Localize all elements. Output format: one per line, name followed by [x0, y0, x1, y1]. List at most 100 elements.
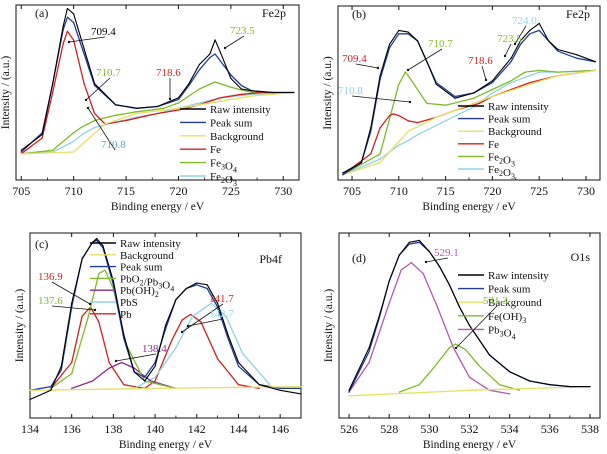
text-span: 3: [500, 329, 504, 338]
data-point: [156, 105, 159, 108]
data-point: [300, 387, 302, 389]
data-point: [370, 127, 372, 129]
series-group: [348, 239, 591, 397]
series-line-raw-intensity: [348, 239, 590, 391]
text-span: 3: [511, 159, 515, 168]
series-line-pbs: [133, 302, 271, 389]
data-point: [102, 245, 104, 247]
element-label: Pb4f: [259, 252, 282, 266]
data-point: [418, 239, 420, 241]
data-point: [478, 102, 480, 104]
x-tick-label: 536: [541, 422, 559, 436]
data-point: [408, 243, 410, 245]
annotation-arrow: [51, 305, 96, 311]
peak-label: 136.9: [38, 271, 63, 283]
text-span: intensity: [143, 238, 181, 250]
x-tick-label: 725: [530, 184, 548, 198]
data-point: [94, 112, 96, 115]
annotation-arrowhead: [376, 66, 380, 70]
data-point: [60, 369, 62, 371]
annotation-arrowhead: [93, 308, 97, 312]
data-point: [348, 395, 350, 397]
data-point: [368, 347, 370, 349]
peak-label: 710.7: [428, 38, 453, 50]
data-point: [342, 174, 344, 176]
legend-entry: Fe2O3: [488, 164, 515, 181]
text-span: 2: [499, 156, 503, 165]
data-point: [538, 22, 540, 24]
text-span: 2: [499, 169, 503, 178]
data-point: [237, 365, 240, 367]
data-point: [83, 83, 85, 85]
data-point: [300, 393, 302, 395]
data-point: [392, 113, 394, 115]
text-span: Background: [488, 126, 542, 138]
annotation-arrowhead: [84, 98, 88, 102]
x-tick-label: 528: [380, 422, 398, 436]
data-point: [71, 302, 73, 304]
plot-frame: [15, 4, 300, 181]
legend-entry: Background: [488, 126, 542, 138]
data-point: [66, 30, 68, 32]
data-point: [557, 75, 559, 77]
text-span: O: [225, 161, 233, 173]
legend-entry: Fe(OH)3: [488, 311, 526, 325]
data-point: [529, 380, 531, 382]
text-span: PbS: [120, 297, 138, 309]
data-point: [379, 127, 381, 129]
data-point: [52, 91, 54, 94]
data-point: [164, 328, 167, 330]
data-point: [370, 153, 372, 155]
data-point: [448, 347, 450, 349]
text-span: 2: [221, 176, 225, 185]
data-point: [198, 102, 200, 104]
legend-entry: Fe3O4: [210, 158, 237, 175]
data-point: [156, 112, 159, 115]
x-axis-title: Binding energy / eV: [119, 439, 213, 451]
annotation-arrowhead: [114, 359, 118, 363]
panel-a: 705 710 715 720 725 730 Binding energy / eV Int…: [0, 4, 300, 213]
legend-entry: Fe2O3: [488, 151, 515, 168]
text-span: Raw: [488, 101, 508, 113]
data-point: [426, 102, 428, 104]
data-point: [20, 149, 22, 151]
data-point: [300, 386, 302, 388]
text-span: Fe(OH): [488, 311, 523, 323]
data-point: [509, 393, 511, 395]
data-point: [398, 391, 400, 393]
data-point: [360, 162, 362, 164]
y-axis-title: Intensity / (a.u.): [0, 56, 12, 130]
annotation-arrowhead: [88, 302, 92, 306]
data-point: [398, 29, 400, 31]
annotation-arrow: [68, 36, 106, 43]
annotation-arrow: [87, 107, 116, 151]
data-point: [52, 83, 54, 85]
data-point: [115, 114, 117, 116]
data-point: [112, 280, 114, 282]
data-point: [66, 7, 68, 10]
data-point: [251, 95, 253, 97]
data-point: [198, 88, 200, 90]
data-point: [491, 88, 493, 91]
x-tick-label: 144: [229, 422, 247, 436]
annotation-arrow: [425, 257, 449, 263]
data-point: [50, 389, 52, 391]
text-span: 4: [170, 284, 174, 293]
data-point: [468, 324, 471, 327]
data-point: [348, 391, 350, 393]
peak-label: 709.4: [342, 53, 367, 65]
data-point: [73, 151, 75, 153]
text-span: 2: [140, 278, 144, 287]
data-point: [368, 361, 370, 364]
data-point: [594, 69, 596, 71]
legend-entry: Peak sum: [210, 117, 253, 129]
series-line-background: [348, 385, 591, 397]
legend-entry: Peak sum: [488, 114, 531, 126]
data-point: [125, 119, 127, 122]
text-span: 2: [155, 290, 159, 299]
text-span: Peak: [210, 117, 232, 129]
legend-entry: PbS: [120, 297, 138, 309]
annotation-arrow: [481, 65, 487, 81]
